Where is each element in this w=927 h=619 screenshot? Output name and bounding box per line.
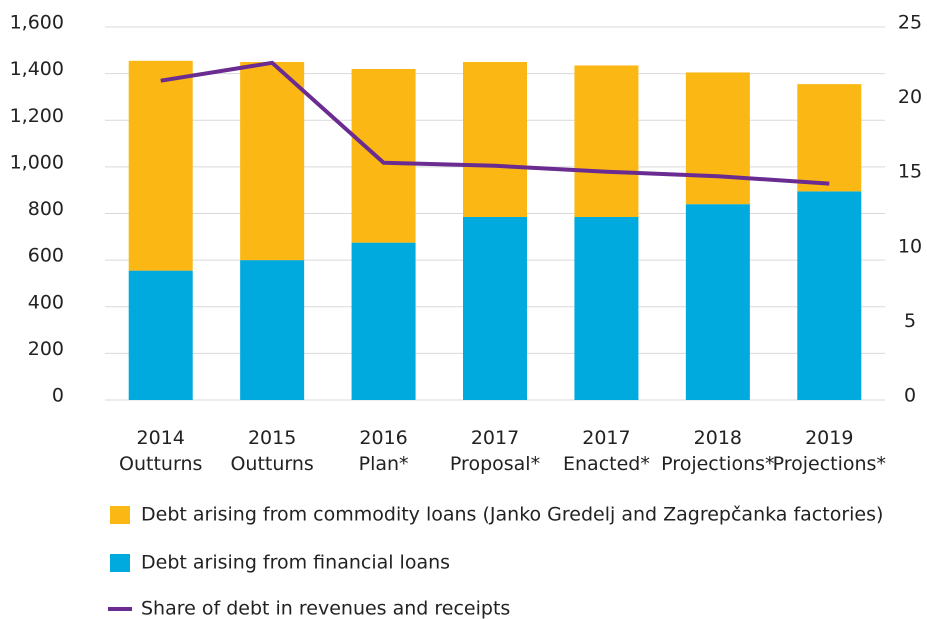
bar xyxy=(574,216,639,400)
line-series xyxy=(160,60,830,186)
y-tick-label: 0 xyxy=(52,385,64,407)
bar xyxy=(797,191,862,400)
bar xyxy=(351,242,416,400)
y2-tick-label: 5 xyxy=(904,310,916,332)
legend-label: Debt arising from financial loans xyxy=(141,552,450,574)
y2-tick-label: 0 xyxy=(904,385,916,407)
legend-label: Share of debt in revenues and receipts xyxy=(141,598,510,619)
y-tick-label: 200 xyxy=(28,338,64,360)
y-tick-label: 800 xyxy=(28,198,64,220)
bar xyxy=(574,65,639,217)
x-tick-label: 2019 Projections* xyxy=(773,427,886,475)
x-tick-label: 2015 Outturns xyxy=(230,427,313,475)
bar xyxy=(685,204,750,400)
legend-swatch xyxy=(110,554,130,572)
y-tick-label: 1,200 xyxy=(10,105,64,127)
legend-label: Debt arising from commodity loans (Janko… xyxy=(141,504,883,526)
y2-tick-label: 20 xyxy=(898,86,922,108)
x-tick-label: 2017 Proposal* xyxy=(450,427,540,475)
x-tick-label: 2016 Plan* xyxy=(359,427,409,475)
bar xyxy=(685,72,750,205)
y2-tick-label: 25 xyxy=(898,12,922,34)
x-tick-label: 2018 Projections* xyxy=(661,427,774,475)
bar xyxy=(128,270,193,400)
y2-tick-label: 10 xyxy=(898,235,922,257)
bar xyxy=(240,61,305,261)
bar xyxy=(797,84,862,192)
y-tick-label: 1,600 xyxy=(10,12,64,34)
y2-tick-label: 15 xyxy=(898,161,922,183)
legend-swatch xyxy=(110,506,130,524)
y-tick-label: 1,000 xyxy=(10,151,64,173)
bar xyxy=(463,216,527,400)
bar xyxy=(351,68,416,243)
y-tick-label: 600 xyxy=(28,245,64,267)
y-tick-label: 1,400 xyxy=(10,58,64,80)
x-tick-label: 2017 Enacted* xyxy=(563,427,650,475)
x-tick-label: 2014 Outturns xyxy=(119,427,202,475)
bar xyxy=(240,260,305,400)
bar xyxy=(128,60,193,271)
y-tick-label: 400 xyxy=(28,291,64,313)
bar xyxy=(463,61,527,217)
